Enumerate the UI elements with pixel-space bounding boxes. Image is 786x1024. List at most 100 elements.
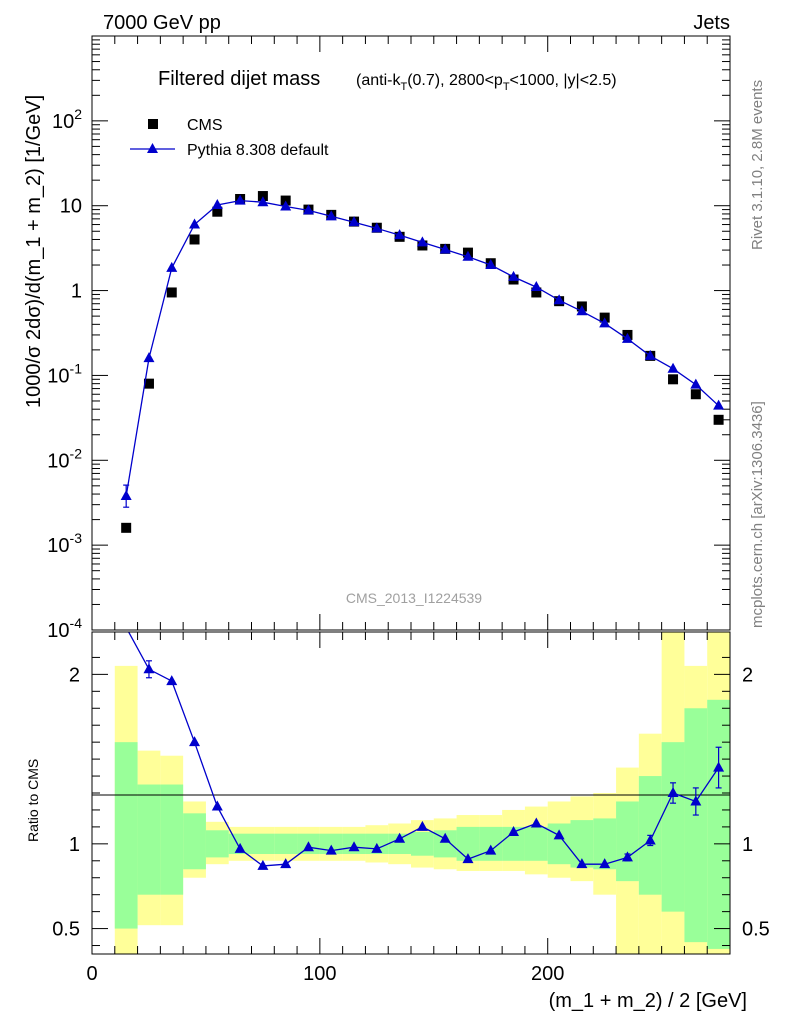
pythia-point (394, 229, 406, 240)
ratio-inner-band-bin (456, 826, 480, 861)
pythia-point (371, 222, 383, 233)
x-tick-label: 200 (531, 963, 564, 985)
pythia-point (576, 305, 588, 316)
ratio-y-tick-label-right: 0.5 (742, 919, 770, 941)
ratio-y-tick-label-right: 2 (742, 664, 753, 686)
pythia-point (599, 317, 611, 328)
pythia-point (166, 261, 178, 272)
pythia-point (280, 200, 292, 211)
ratio-point (690, 795, 702, 806)
ratio-point (667, 787, 679, 797)
pythia-point (621, 332, 633, 343)
main-panel: 10-4 10-3 10-2 10-1 1 10 102 CMS_2013_I1224539… (23, 35, 731, 642)
pythia-point (667, 362, 679, 373)
ratio-point (508, 825, 520, 836)
cms-point (531, 287, 542, 298)
legend-cms-marker (148, 119, 158, 129)
pythia-point (508, 270, 520, 281)
ratio-inner-band-bin (502, 826, 525, 861)
main-frame (91, 35, 731, 631)
ratio-y-tick-label: 1 (69, 834, 80, 856)
ratio-inner-band-bin (319, 833, 343, 855)
ratio-point (576, 858, 588, 869)
cms-point (713, 414, 724, 425)
x-axis-label: (m_1 + m_2) / 2 [GeV] (549, 990, 747, 1012)
ratio-inner-band-bin (183, 813, 206, 870)
ratio-point (189, 736, 201, 747)
ratio-inner-band-bin (570, 820, 594, 868)
ratio-inner-band-bin (411, 831, 434, 856)
x-tick-label: 100 (303, 963, 336, 985)
ratio-inner-band-bin (160, 784, 184, 895)
main-title-group: Filtered dijet mass (anti-kT(0.7), 2800<… (158, 68, 617, 93)
ratio-inner-band-bin (593, 818, 617, 870)
ratio-point (394, 832, 406, 843)
ratio-inner-band-bin (388, 833, 411, 855)
pythia-point (553, 294, 565, 305)
ratio-inner-band-bin (684, 708, 708, 943)
pythia-point (530, 281, 542, 292)
ratio-point (644, 834, 656, 845)
ratio-point (257, 859, 269, 870)
pythia-point (485, 259, 497, 270)
ratio-inner-band-bin (274, 833, 298, 855)
ratio-inner-band-bin (661, 742, 685, 912)
cms-point (668, 374, 679, 385)
main-y-tick-label: 10-2 (47, 445, 82, 472)
main-y-axis-label: 1000/σ 2dσ)/d(m_1 + m_2) [1/GeV] (23, 95, 45, 408)
ratio-inner-band-bin (205, 830, 229, 858)
ratio-point (211, 800, 223, 811)
ratio-y-tick-label-right: 1 (742, 834, 753, 856)
cms-point (690, 389, 701, 400)
pythia-point (302, 204, 314, 215)
pythia-point (143, 352, 155, 363)
ratio-point (302, 841, 314, 852)
pythia-point (416, 236, 428, 247)
pythia-point (325, 210, 337, 221)
ratio-point (143, 663, 155, 674)
pythia-point (211, 198, 223, 209)
mcplots-url-label: mcplots.cern.ch [arXiv:1306.3436] (749, 401, 766, 628)
ratio-inner-band-bin (547, 823, 571, 865)
watermark: CMS_2013_I1224539 (346, 590, 482, 606)
pythia-point (439, 243, 451, 254)
ratio-point (166, 675, 178, 686)
ratio-axis-ticks: 0.5 0.5 1 1 2 2 0 100 200 (52, 632, 770, 985)
ratio-point (325, 844, 337, 855)
pythia-point (189, 218, 201, 229)
ratio-inner-band-bin (251, 833, 275, 855)
ratio-y-tick-label: 0.5 (52, 919, 80, 941)
ratio-point (462, 853, 474, 864)
main-y-tick-label: 1 (71, 281, 82, 303)
ratio-point (416, 820, 428, 831)
pythia-point (234, 194, 246, 205)
cms-point (121, 522, 132, 533)
ratio-point (530, 817, 542, 828)
energy-label: 7000 GeV pp (103, 12, 221, 34)
ratio-y-tick-label: 2 (69, 664, 80, 686)
pythia-point (690, 378, 702, 389)
ratio-uncertainty-bands (114, 632, 730, 954)
ratio-point (621, 851, 633, 862)
pythia-point (257, 196, 269, 207)
legend: CMS Pythia 8.308 default (130, 117, 329, 159)
ratio-point (234, 842, 246, 853)
main-subtitle: (anti-kT(0.7), 2800<pT<1000, |y|<2.5) (356, 72, 617, 93)
main-y-tick-label: 10-4 (47, 615, 82, 642)
pythia-point (120, 489, 132, 500)
ratio-point (280, 858, 292, 869)
ratio-inner-band-bin (433, 830, 457, 858)
pythia-point (348, 216, 360, 227)
ratio-point (553, 829, 565, 840)
main-y-tick-label: 10 (60, 196, 82, 218)
ratio-point (371, 842, 383, 853)
ratio-inner-band-bin (114, 742, 138, 929)
main-y-tick-label: 102 (52, 106, 82, 133)
ratio-y-axis-label: Ratio to CMS (25, 759, 41, 842)
pythia-point (644, 349, 656, 360)
main-axis-ticks: 10-4 10-3 10-2 10-1 1 10 102 (47, 36, 731, 642)
ratio-point (439, 832, 451, 843)
cms-point (257, 191, 268, 202)
cms-point (189, 234, 200, 245)
